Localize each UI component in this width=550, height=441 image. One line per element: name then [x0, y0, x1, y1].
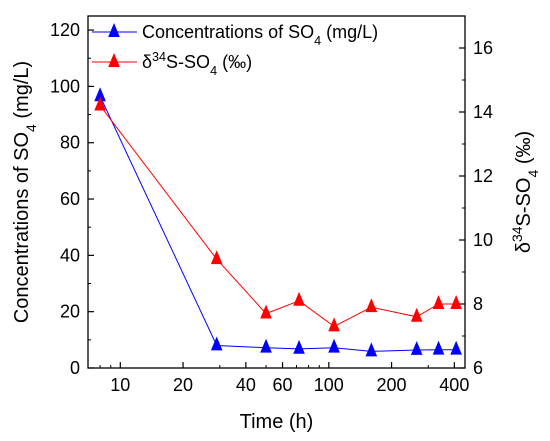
- x-tick-label: 60: [273, 375, 293, 395]
- right-y-tick-label: 10: [473, 230, 493, 250]
- data-point: [410, 340, 423, 355]
- x-axis-title: Time (h): [240, 411, 314, 433]
- data-point: [365, 342, 378, 357]
- left-y-tick-label: 40: [60, 245, 80, 265]
- series-layer: [94, 87, 462, 357]
- x-tick-label: 100: [314, 375, 344, 395]
- data-point: [94, 96, 106, 111]
- x-tick-label: 200: [377, 375, 407, 395]
- plot-frame: [87, 15, 466, 369]
- data-point: [365, 298, 378, 313]
- right-y-tick-label: 14: [473, 102, 493, 122]
- legend-item: δ34S-SO4 (‰): [92, 50, 252, 78]
- data-point: [94, 87, 106, 102]
- series-line: [99, 96, 457, 352]
- right-y-tick-label: 8: [473, 294, 483, 314]
- data-point: [328, 338, 340, 353]
- x-axis: 10 20 40 60 100 200 400: [99, 362, 469, 395]
- plot-border: [87, 15, 466, 369]
- right-y-tick-label: 16: [473, 38, 493, 58]
- legend-marker: [108, 53, 120, 67]
- series-line: [99, 105, 457, 327]
- left-y-axis: 0 20 40 60 80 100 120: [50, 20, 94, 378]
- data-point: [210, 336, 223, 351]
- right-y-tick-label: 6: [473, 358, 483, 378]
- data-point: [450, 295, 462, 309]
- left-y-tick-label: 120: [50, 20, 80, 40]
- right-y-axis-title: δ34S-SO4 (‰): [509, 131, 541, 253]
- x-tick-label: 400: [439, 375, 469, 395]
- left-y-tick-label: 0: [70, 358, 80, 378]
- data-point: [328, 317, 340, 332]
- left-y-tick-label: 100: [50, 76, 80, 96]
- legend-label: δ34S-SO4 (‰): [142, 50, 252, 78]
- data-point: [260, 304, 272, 319]
- data-point: [432, 340, 445, 355]
- legend-marker: [108, 23, 120, 37]
- legend-label: Concentrations of SO4 (mg/L): [142, 22, 378, 48]
- left-y-tick-label: 20: [60, 302, 80, 322]
- data-point: [260, 338, 272, 353]
- left-y-axis-title: Concentrations of SO4 (mg/L): [11, 61, 39, 323]
- data-point: [293, 291, 305, 306]
- x-tick-label: 10: [110, 375, 130, 395]
- data-point: [293, 339, 305, 354]
- x-tick-label: 20: [173, 375, 193, 395]
- data-point: [432, 295, 445, 309]
- right-y-tick-label: 12: [473, 166, 493, 186]
- data-point: [410, 307, 423, 322]
- legend-item: Concentrations of SO4 (mg/L): [92, 22, 378, 48]
- data-point: [450, 340, 462, 355]
- right-y-axis: 6 8 10 12 14 16: [459, 38, 493, 378]
- left-y-tick-label: 60: [60, 189, 80, 209]
- series-delta34s: [94, 96, 462, 332]
- x-tick-label: 40: [236, 375, 256, 395]
- data-point: [210, 250, 223, 265]
- series-so4-concentration: [94, 87, 462, 357]
- left-y-tick-label: 80: [60, 133, 80, 153]
- legend: Concentrations of SO4 (mg/L)δ34S-SO4 (‰): [92, 22, 378, 78]
